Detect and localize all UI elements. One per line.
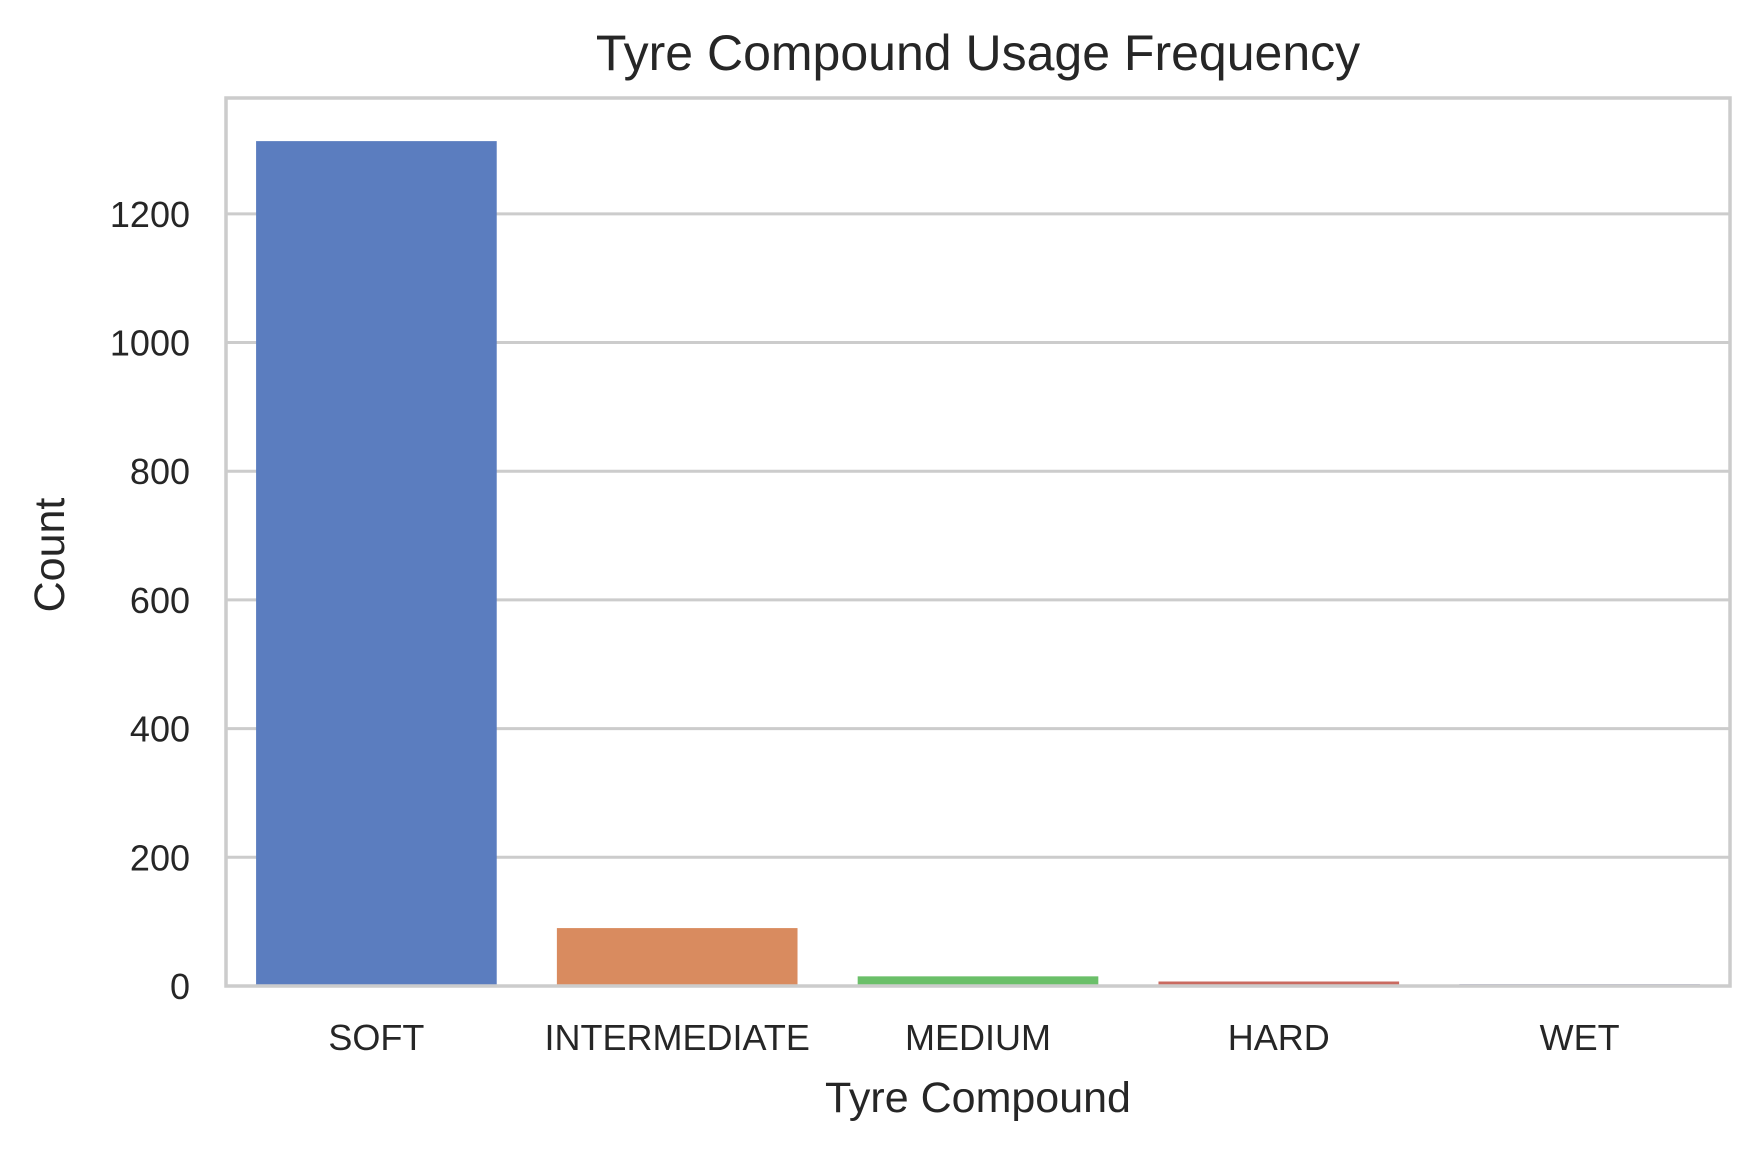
bar-series	[256, 141, 1700, 986]
y-tick-label: 1000	[110, 323, 190, 364]
y-tick-label: 1200	[110, 194, 190, 235]
y-axis-label: Count	[26, 498, 74, 613]
y-tick-label: 400	[130, 709, 190, 750]
plot-frame	[224, 96, 1732, 988]
bar-medium	[857, 976, 1099, 986]
x-tick-label-medium: MEDIUM	[905, 1017, 1051, 1058]
x-tick-label-hard: HARD	[1228, 1017, 1330, 1058]
x-axis-label: Tyre Compound	[825, 1074, 1131, 1122]
x-tick-label-soft: SOFT	[328, 1017, 424, 1058]
y-tick-labels: 0 200 400 600 800 1000 1200	[110, 194, 190, 1007]
x-tick-labels: SOFT INTERMEDIATE MEDIUM HARD WET	[328, 1017, 1619, 1058]
bar-hard	[1158, 981, 1400, 986]
x-tick-label-intermediate: INTERMEDIATE	[545, 1017, 810, 1058]
y-tick-label: 0	[170, 966, 190, 1007]
y-tick-label: 600	[130, 580, 190, 621]
x-tick-label-wet: WET	[1540, 1017, 1620, 1058]
y-tick-label: 200	[130, 837, 190, 878]
bar-intermediate	[556, 928, 798, 986]
bar-soft	[256, 141, 497, 986]
y-tick-label: 800	[130, 451, 190, 492]
chart-title: Tyre Compound Usage Frequency	[596, 25, 1360, 81]
